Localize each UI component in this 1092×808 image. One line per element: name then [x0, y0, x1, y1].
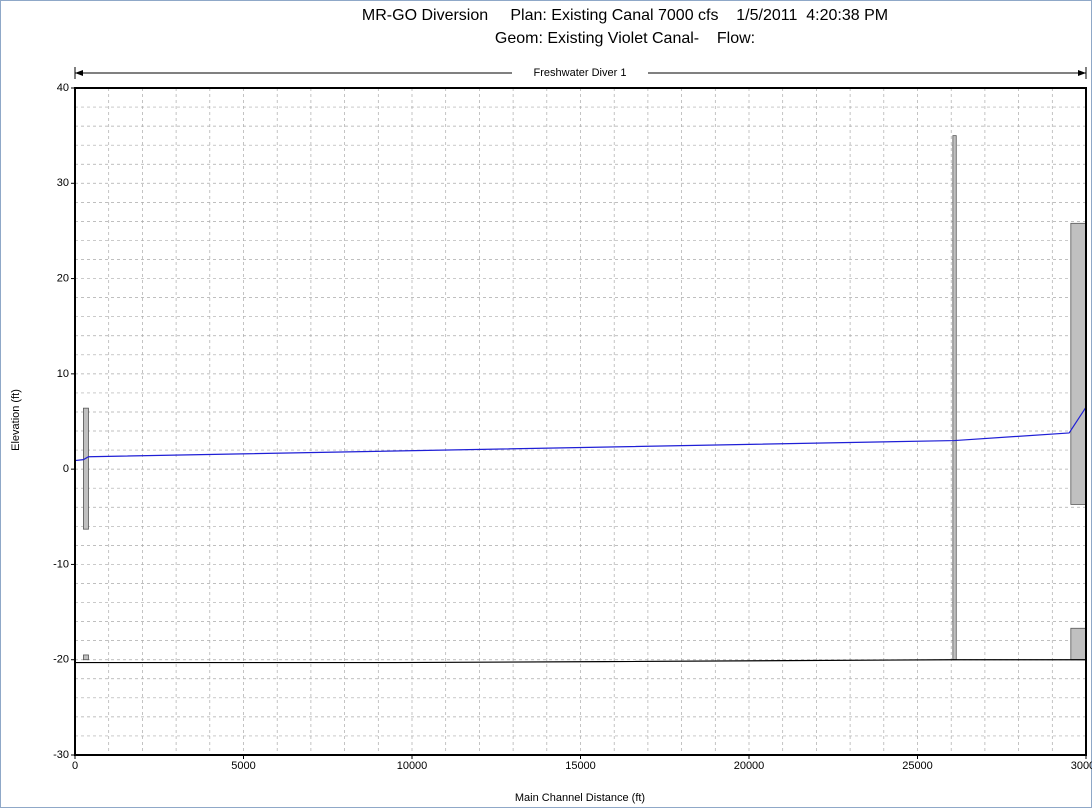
reach-label: Freshwater Diver 1 — [534, 67, 627, 79]
y-tick-label: 30 — [57, 177, 69, 189]
y-tick-label: 10 — [57, 368, 69, 380]
y-tick-label: 20 — [57, 272, 69, 284]
plot-frame — [74, 87, 1087, 756]
chart-title: MR-GO Diversion Plan: Existing Canal 700… — [362, 7, 888, 24]
structure — [83, 654, 89, 661]
x-tick-label: 20000 — [734, 760, 765, 772]
y-tick-label: -10 — [53, 558, 69, 570]
x-tick-label: 30000 — [1071, 760, 1092, 772]
structure — [1070, 627, 1087, 661]
profile-line — [74, 406, 1087, 462]
structure — [1070, 222, 1087, 505]
x-tick-label: 15000 — [565, 760, 596, 772]
y-axis-label: Elevation (ft) — [10, 389, 22, 451]
x-tick-label: 10000 — [397, 760, 428, 772]
x-tick-label: 5000 — [231, 760, 255, 772]
structure — [83, 407, 89, 530]
structure — [952, 135, 957, 661]
y-tick-label: 40 — [57, 82, 69, 94]
chart-subtitle: Geom: Existing Violet Canal- Flow: — [495, 30, 755, 47]
reach-label-bg — [512, 66, 648, 80]
x-tick-label: 25000 — [902, 760, 933, 772]
y-tick-label: -20 — [53, 654, 69, 666]
y-tick-label: 0 — [63, 463, 69, 475]
x-axis-label: Main Channel Distance (ft) — [515, 792, 645, 804]
profile-line — [75, 659, 1086, 664]
y-tick-label: -30 — [53, 749, 69, 761]
x-tick-label: 0 — [72, 760, 78, 772]
